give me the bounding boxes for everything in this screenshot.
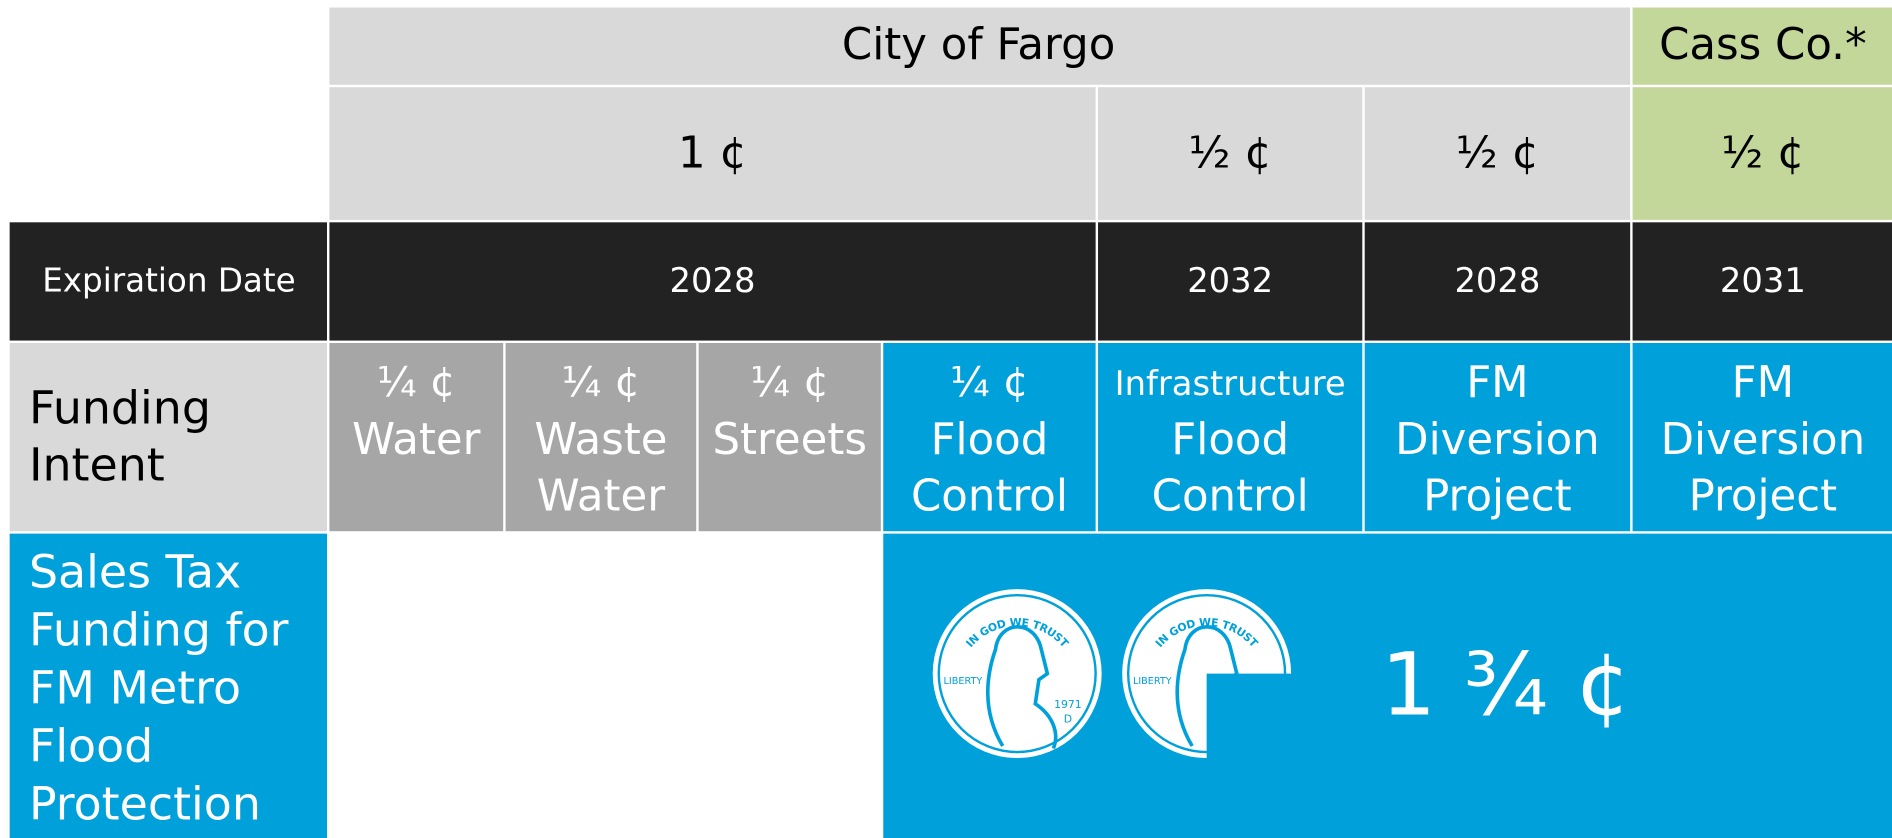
cell xyxy=(1098,87,1363,220)
text-line: ¼ ¢ xyxy=(950,358,1029,406)
penny-face xyxy=(1126,593,1287,754)
text-line: Project xyxy=(1689,471,1838,521)
text-line: Water xyxy=(537,471,666,521)
jurisdiction: Cass Co.* xyxy=(1659,20,1867,70)
cell xyxy=(9,222,327,341)
cell xyxy=(1632,222,1892,341)
penny-portrait xyxy=(986,625,1058,750)
total-rate: 1 ¾ ¢ xyxy=(1381,634,1631,735)
row-label: Funding Intent xyxy=(29,380,211,491)
cell xyxy=(1364,222,1631,341)
funding-item: ¼ ¢ Water xyxy=(352,358,481,464)
text-line: Flood xyxy=(29,718,153,772)
penny-year: 1971 xyxy=(1054,698,1082,711)
text-line: ¼ ¢ xyxy=(750,358,829,406)
expiration-date: 2031 xyxy=(1720,261,1806,300)
row-label: Expiration Date xyxy=(42,262,295,300)
text-line: Flood xyxy=(1171,414,1289,464)
text-line: Control xyxy=(911,471,1068,521)
cell xyxy=(1632,7,1892,85)
penny-mint: D xyxy=(1064,712,1072,725)
cell xyxy=(1632,87,1892,220)
penny-liberty: LIBERTY xyxy=(1133,676,1172,687)
funding-item: FM Diversion Project xyxy=(1395,358,1600,521)
text-line: Flood xyxy=(931,414,1049,464)
funding-item: ¼ ¢ Streets xyxy=(712,358,867,464)
text-line: Infrastructure xyxy=(1115,364,1346,403)
cell xyxy=(329,222,1096,341)
funding-item: Infrastructure Flood Control xyxy=(1115,364,1346,521)
text-line: ¼ ¢ xyxy=(561,358,640,406)
cell xyxy=(9,342,327,532)
cell xyxy=(9,533,327,838)
text-line: Diversion xyxy=(1395,414,1600,464)
expiration-date: 2028 xyxy=(670,261,756,300)
penny-face xyxy=(937,593,1097,754)
rate: ½ ¢ xyxy=(1721,128,1805,178)
jurisdiction: City of Fargo xyxy=(842,20,1115,70)
text-line: Waste xyxy=(534,414,667,464)
text-line: Funding for xyxy=(29,602,289,656)
text-line: Funding xyxy=(29,380,211,434)
cell xyxy=(329,342,504,532)
text-line: Streets xyxy=(712,414,867,464)
cell xyxy=(1364,342,1631,532)
text-line: ¼ ¢ xyxy=(377,358,456,406)
text-line: FM xyxy=(1732,358,1794,408)
cell xyxy=(1364,87,1631,220)
expiration-date: 2032 xyxy=(1187,261,1273,300)
funding-item: FM Diversion Project xyxy=(1661,358,1866,521)
text-line: Water xyxy=(352,414,481,464)
text-line: Project xyxy=(1423,471,1572,521)
penny xyxy=(932,589,1102,759)
row-label: Sales Tax Funding for FM Metro Flood Protect… xyxy=(29,544,289,830)
penny-liberty: LIBERTY xyxy=(944,676,983,687)
funding-item: ¼ ¢ Waste Water xyxy=(534,358,667,521)
penny-portrait xyxy=(1175,625,1247,750)
cell xyxy=(329,87,1096,220)
text-line: FM Metro xyxy=(29,660,241,714)
penny xyxy=(1122,589,1292,759)
text-line: Intent xyxy=(29,437,165,491)
text-line: Control xyxy=(1152,471,1309,521)
rate: ½ ¢ xyxy=(1456,128,1540,178)
funding-item: ¼ ¢ Flood Control xyxy=(911,358,1068,521)
cell xyxy=(329,7,1631,85)
cell xyxy=(1632,342,1892,532)
cell xyxy=(698,342,881,532)
cell xyxy=(1098,342,1363,532)
rate: 1 ¢ xyxy=(678,128,747,178)
rate: ½ ¢ xyxy=(1188,128,1272,178)
text-line: FM xyxy=(1466,358,1528,408)
text-line: Protection xyxy=(29,776,261,830)
cell xyxy=(883,342,1096,532)
cell xyxy=(1098,222,1363,341)
expiration-date: 2028 xyxy=(1454,261,1540,300)
cell xyxy=(505,342,697,532)
text-line: Diversion xyxy=(1661,414,1866,464)
text-line: Sales Tax xyxy=(29,544,241,598)
